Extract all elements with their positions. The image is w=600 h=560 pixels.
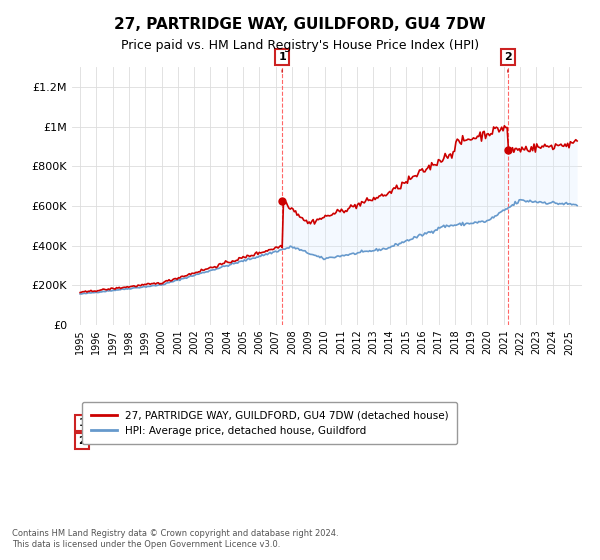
Text: 2: 2: [79, 436, 86, 446]
Text: 27, PARTRIDGE WAY, GUILDFORD, GU4 7DW: 27, PARTRIDGE WAY, GUILDFORD, GU4 7DW: [114, 17, 486, 32]
Text: £625,000: £625,000: [251, 418, 300, 428]
Text: 9% ↑ HPI: 9% ↑ HPI: [378, 436, 427, 446]
Text: £880,000: £880,000: [251, 436, 300, 446]
Text: 25-MAY-2007: 25-MAY-2007: [108, 418, 175, 428]
Text: 22% ↑ HPI: 22% ↑ HPI: [378, 418, 433, 428]
Text: 1: 1: [278, 52, 286, 62]
Text: 2: 2: [504, 52, 512, 62]
Text: Contains HM Land Registry data © Crown copyright and database right 2024.
This d: Contains HM Land Registry data © Crown c…: [12, 529, 338, 549]
Text: 31-MAR-2021: 31-MAR-2021: [108, 436, 178, 446]
Legend: 27, PARTRIDGE WAY, GUILDFORD, GU4 7DW (detached house), HPI: Average price, deta: 27, PARTRIDGE WAY, GUILDFORD, GU4 7DW (d…: [82, 402, 457, 444]
Text: Price paid vs. HM Land Registry's House Price Index (HPI): Price paid vs. HM Land Registry's House …: [121, 39, 479, 52]
Text: 1: 1: [79, 418, 86, 428]
